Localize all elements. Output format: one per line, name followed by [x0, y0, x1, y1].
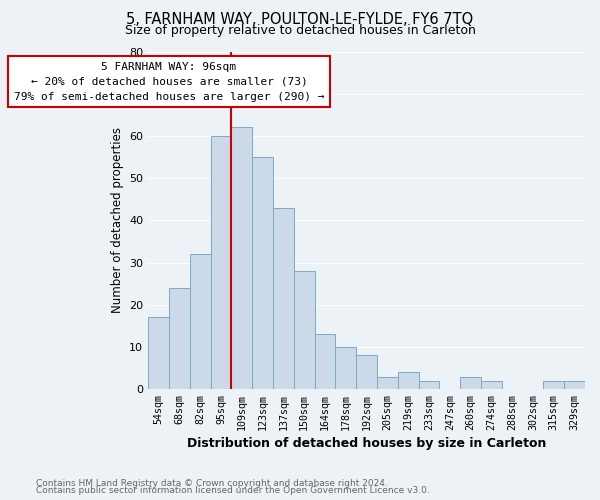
Bar	[169, 288, 190, 389]
Text: 5 FARNHAM WAY: 96sqm
← 20% of detached houses are smaller (73)
79% of semi-detac: 5 FARNHAM WAY: 96sqm ← 20% of detached h…	[14, 62, 324, 102]
Bar	[294, 271, 314, 389]
Bar	[377, 376, 398, 389]
Bar	[419, 381, 439, 389]
Bar	[252, 157, 273, 389]
Text: Contains public sector information licensed under the Open Government Licence v3: Contains public sector information licen…	[36, 486, 430, 495]
Bar	[356, 356, 377, 389]
Bar	[273, 208, 294, 389]
Bar	[544, 381, 564, 389]
Text: Size of property relative to detached houses in Carleton: Size of property relative to detached ho…	[125, 24, 475, 37]
Bar	[398, 372, 419, 389]
Bar	[148, 318, 169, 389]
Bar	[211, 136, 232, 389]
Y-axis label: Number of detached properties: Number of detached properties	[110, 128, 124, 314]
Bar	[314, 334, 335, 389]
Bar	[460, 376, 481, 389]
X-axis label: Distribution of detached houses by size in Carleton: Distribution of detached houses by size …	[187, 437, 546, 450]
Bar	[564, 381, 585, 389]
Text: Contains HM Land Registry data © Crown copyright and database right 2024.: Contains HM Land Registry data © Crown c…	[36, 478, 388, 488]
Bar	[190, 254, 211, 389]
Bar	[232, 128, 252, 389]
Bar	[335, 347, 356, 389]
Bar	[481, 381, 502, 389]
Text: 5, FARNHAM WAY, POULTON-LE-FYLDE, FY6 7TQ: 5, FARNHAM WAY, POULTON-LE-FYLDE, FY6 7T…	[127, 12, 473, 28]
